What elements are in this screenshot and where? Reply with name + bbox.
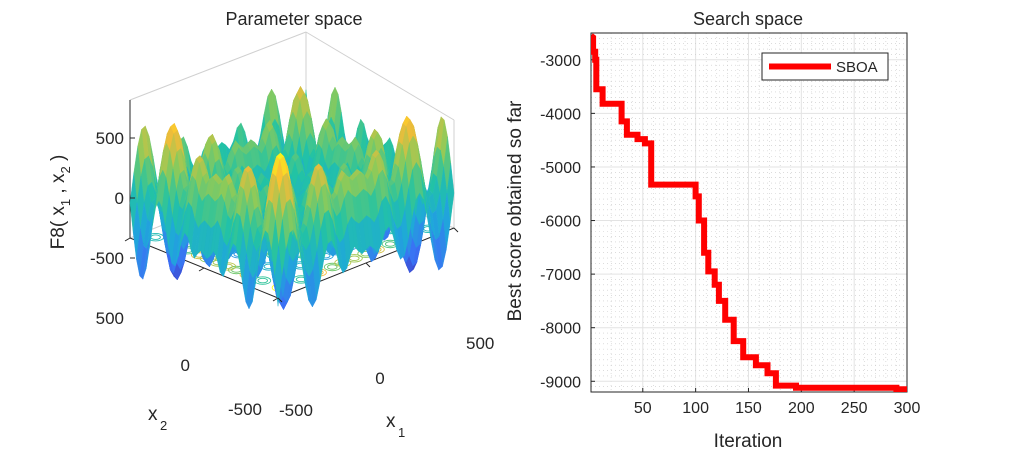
x-tick-label: 250 bbox=[841, 400, 868, 417]
grid-lines bbox=[591, 33, 908, 392]
contour-ring bbox=[231, 267, 242, 273]
x-tick-label: 100 bbox=[682, 400, 709, 417]
surface-x-axis-label: x 1 bbox=[386, 411, 405, 440]
line-chart-title: Search space bbox=[693, 9, 803, 29]
x-tick-mark bbox=[365, 262, 371, 268]
x2-label: x bbox=[148, 404, 158, 425]
surface-axes: Parameter space 500 0 -500 500 0 -500 -5… bbox=[48, 9, 494, 440]
surface-title: Parameter space bbox=[225, 9, 362, 29]
z-tick-label: -500 bbox=[90, 249, 124, 268]
z-label-part: ) bbox=[48, 155, 69, 167]
y-tick-mark bbox=[272, 297, 279, 302]
y-axis-label: Best score obtained so far bbox=[505, 100, 526, 321]
y-tick-label: 0 bbox=[181, 356, 190, 375]
x1-label-subscript: 1 bbox=[398, 425, 405, 440]
x-tick-labels: 50 100 150 200 250 300 bbox=[634, 400, 921, 417]
y-tick-label: -6000 bbox=[540, 214, 581, 231]
x-tick-label: 150 bbox=[735, 400, 762, 417]
y-tick-mark bbox=[198, 267, 205, 272]
y-tick-labels: -3000 -4000 -5000 -6000 -7000 -8000 -9000 bbox=[540, 53, 581, 391]
box-edge bbox=[129, 31, 307, 101]
legend: SBOA bbox=[761, 52, 889, 81]
box-edge bbox=[305, 31, 455, 121]
x-tick-label: 50 bbox=[634, 400, 652, 417]
surface-patch bbox=[274, 246, 283, 307]
y-tick-label: -3000 bbox=[540, 53, 581, 70]
z-label-sub: 2 bbox=[58, 166, 73, 173]
contour-ring bbox=[257, 277, 268, 284]
contour-ring bbox=[150, 234, 161, 240]
z-tick-label: 0 bbox=[115, 189, 124, 208]
contour-ring bbox=[349, 255, 360, 261]
x-tick-label: 500 bbox=[466, 334, 494, 353]
contour-ring bbox=[384, 241, 396, 247]
z-label-sub: 1 bbox=[58, 199, 73, 206]
x-tick-mark bbox=[277, 297, 283, 303]
y-tick-label: -5000 bbox=[540, 160, 581, 177]
y-tick-label: -500 bbox=[228, 400, 262, 419]
surface-y-axis-label: x 2 bbox=[148, 404, 167, 433]
surface-z-axis-label: F8( x1 , x2 ) bbox=[48, 155, 73, 250]
plot-frame bbox=[590, 32, 908, 393]
z-tick-label: 500 bbox=[96, 129, 124, 148]
series-line-sboa bbox=[591, 33, 907, 392]
contour-ring bbox=[327, 264, 338, 270]
y-tick-label: 500 bbox=[96, 309, 124, 328]
z-label-part: F8( x bbox=[48, 206, 69, 250]
x-axis-label: Iteration bbox=[714, 431, 783, 452]
x1-label: x bbox=[386, 411, 396, 432]
x-tick-label: -500 bbox=[279, 401, 313, 420]
svg-text:F8( x1 , x2 ): F8( x1 , x2 ) bbox=[48, 155, 73, 250]
convergence-axes: 50 100 150 200 250 300 -3000 -4000 -5000 -6000 -7… bbox=[505, 9, 920, 452]
x-tick-label: 300 bbox=[894, 400, 921, 417]
surface-mesh bbox=[129, 85, 455, 311]
legend-label-sboa: SBOA bbox=[836, 59, 878, 76]
y-tick-label: -9000 bbox=[540, 374, 581, 391]
z-label-part: , x bbox=[48, 173, 69, 199]
y-tick-label: -8000 bbox=[540, 321, 581, 338]
surface-tick-marks bbox=[124, 137, 459, 303]
y-tick-label: -7000 bbox=[540, 267, 581, 284]
y-tick-label: -4000 bbox=[540, 106, 581, 123]
x-tick-label: 200 bbox=[788, 400, 815, 417]
x-tick-label: 0 bbox=[375, 369, 384, 388]
y-tick-mark bbox=[124, 237, 131, 242]
x2-label-subscript: 2 bbox=[160, 418, 167, 433]
x-tick-mark bbox=[453, 227, 459, 233]
